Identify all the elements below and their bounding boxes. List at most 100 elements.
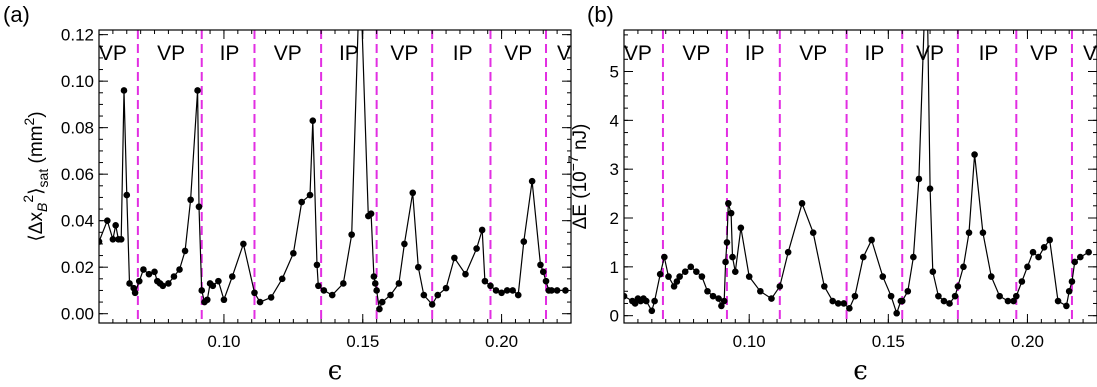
data-point-0-61 <box>951 292 959 300</box>
data-point-0-78 <box>1054 297 1062 305</box>
data-point-0-29 <box>731 268 739 276</box>
data-point-0-71 <box>1013 292 1020 300</box>
data-point-0-69 <box>1004 297 1012 305</box>
data-point-0-62 <box>954 283 962 290</box>
data-point-0-10 <box>661 253 668 261</box>
data-point-0-44 <box>320 287 328 294</box>
data-point-0-14 <box>676 273 683 280</box>
data-point-0-58 <box>935 292 942 300</box>
data-point-0-71 <box>492 287 500 294</box>
data-point-0-77 <box>1046 236 1053 244</box>
region-label-0: VP <box>99 42 127 65</box>
data-point-0-55 <box>924 0 931 2</box>
data-point-0-55 <box>378 298 386 306</box>
region-label-0: VP <box>624 42 652 65</box>
axes-frame <box>623 29 1097 324</box>
x-tick-label-1: 0.15 <box>346 332 379 351</box>
data-point-0-26 <box>725 200 732 207</box>
data-point-0-40 <box>306 191 314 199</box>
y-axis-label-part: ⟩ <box>26 187 47 194</box>
data-point-0-25 <box>198 287 206 294</box>
data-point-0-66 <box>462 270 469 278</box>
region-label-2: IP <box>745 42 765 65</box>
region-label-3: VP <box>274 42 302 65</box>
data-point-0-68 <box>478 226 486 234</box>
region-label-5: VP <box>916 42 944 65</box>
data-point-0-33 <box>768 295 775 302</box>
data-point-0-50 <box>367 210 375 218</box>
region-label-4: IP <box>339 42 359 65</box>
data-point-0-24 <box>195 203 203 211</box>
data-point-0-20 <box>176 266 183 273</box>
panel-b: VP VP IP VP IP VP IP VP V 0.10 0.15 0.20 0 1 2 3 4 5 ϵ ΔE (… <box>565 0 1097 386</box>
data-point-0-81 <box>1068 278 1076 285</box>
data-point-0-84 <box>562 287 569 294</box>
data-point-0-72 <box>1018 278 1026 285</box>
data-point-0-13 <box>145 270 153 278</box>
data-point-0-22 <box>187 196 194 204</box>
data-point-0-38 <box>290 249 297 257</box>
data-point-0-59 <box>940 297 948 305</box>
region-label-2: IP <box>220 42 240 65</box>
data-point-0-21 <box>715 295 722 302</box>
data-point-0-0 <box>624 292 628 300</box>
data-point-0-76 <box>520 238 528 245</box>
data-point-0-47 <box>887 292 895 300</box>
data-point-0-43 <box>315 282 322 290</box>
region-label-1: VP <box>682 42 710 65</box>
data-point-0-42 <box>313 261 321 269</box>
data-point-0-42 <box>846 305 853 312</box>
data-point-0-65 <box>451 254 458 262</box>
y-tick-label-2: 0.04 <box>61 212 94 231</box>
data-point-0-51 <box>370 273 378 280</box>
data-point-0-79 <box>539 268 547 276</box>
data-point-0-11 <box>665 273 672 280</box>
data-point-0-56 <box>387 291 394 299</box>
data-point-0-61 <box>420 291 428 299</box>
x-tick-label-2: 0.20 <box>1011 332 1044 351</box>
data-point-0-82 <box>1071 258 1079 266</box>
data-point-0-65 <box>971 151 978 158</box>
data-point-0-9 <box>656 270 664 278</box>
data-point-0-14 <box>151 268 158 276</box>
y-tick-label-2: 2 <box>610 209 619 228</box>
y-tick-label-0: 0 <box>610 307 619 326</box>
data-point-0-74 <box>509 287 516 294</box>
data-point-0-78 <box>537 261 544 269</box>
data-point-0-19 <box>704 287 711 295</box>
data-point-0-47 <box>348 231 355 238</box>
data-point-0-41 <box>840 300 848 307</box>
data-point-0-80 <box>1065 287 1073 295</box>
y-tick-label-4: 4 <box>610 111 619 130</box>
data-point-0-36 <box>798 200 806 207</box>
data-point-0-30 <box>737 224 745 232</box>
data-point-0-31 <box>745 273 753 280</box>
region-label-3: VP <box>799 42 827 65</box>
y-axis-label-part: B <box>34 203 50 212</box>
data-point-0-22 <box>718 302 725 310</box>
data-point-0-63 <box>960 263 967 271</box>
data-point-0-60 <box>414 263 422 271</box>
data-point-0-12 <box>140 266 147 273</box>
data-point-0-83 <box>1077 253 1084 261</box>
data-point-0-29 <box>209 282 217 290</box>
data-point-0-53 <box>915 175 923 183</box>
data-point-0-6 <box>642 297 650 305</box>
plot-area: VP VP IP VP IP VP IP VP V <box>624 0 1097 323</box>
data-point-0-79 <box>1063 302 1070 310</box>
data-point-0-63 <box>434 291 442 299</box>
panel-label: (b) <box>587 2 614 27</box>
data-point-0-41 <box>309 117 317 124</box>
y-tick-label-5: 0.10 <box>61 72 94 91</box>
data-point-0-12 <box>670 283 678 290</box>
data-point-0-25 <box>723 239 731 246</box>
y-axis-label-part: 2 <box>20 195 36 203</box>
region-label-5: VP <box>390 42 418 65</box>
data-point-0-38 <box>821 283 828 290</box>
x-axis-label: ϵ <box>328 356 343 386</box>
y-axis-label: ΔE (10−7 nJ) <box>565 124 591 230</box>
data-point-0-80 <box>542 277 550 285</box>
data-point-0-44 <box>859 253 867 261</box>
data-point-0-39 <box>298 198 305 206</box>
data-point-0-54 <box>376 305 383 313</box>
